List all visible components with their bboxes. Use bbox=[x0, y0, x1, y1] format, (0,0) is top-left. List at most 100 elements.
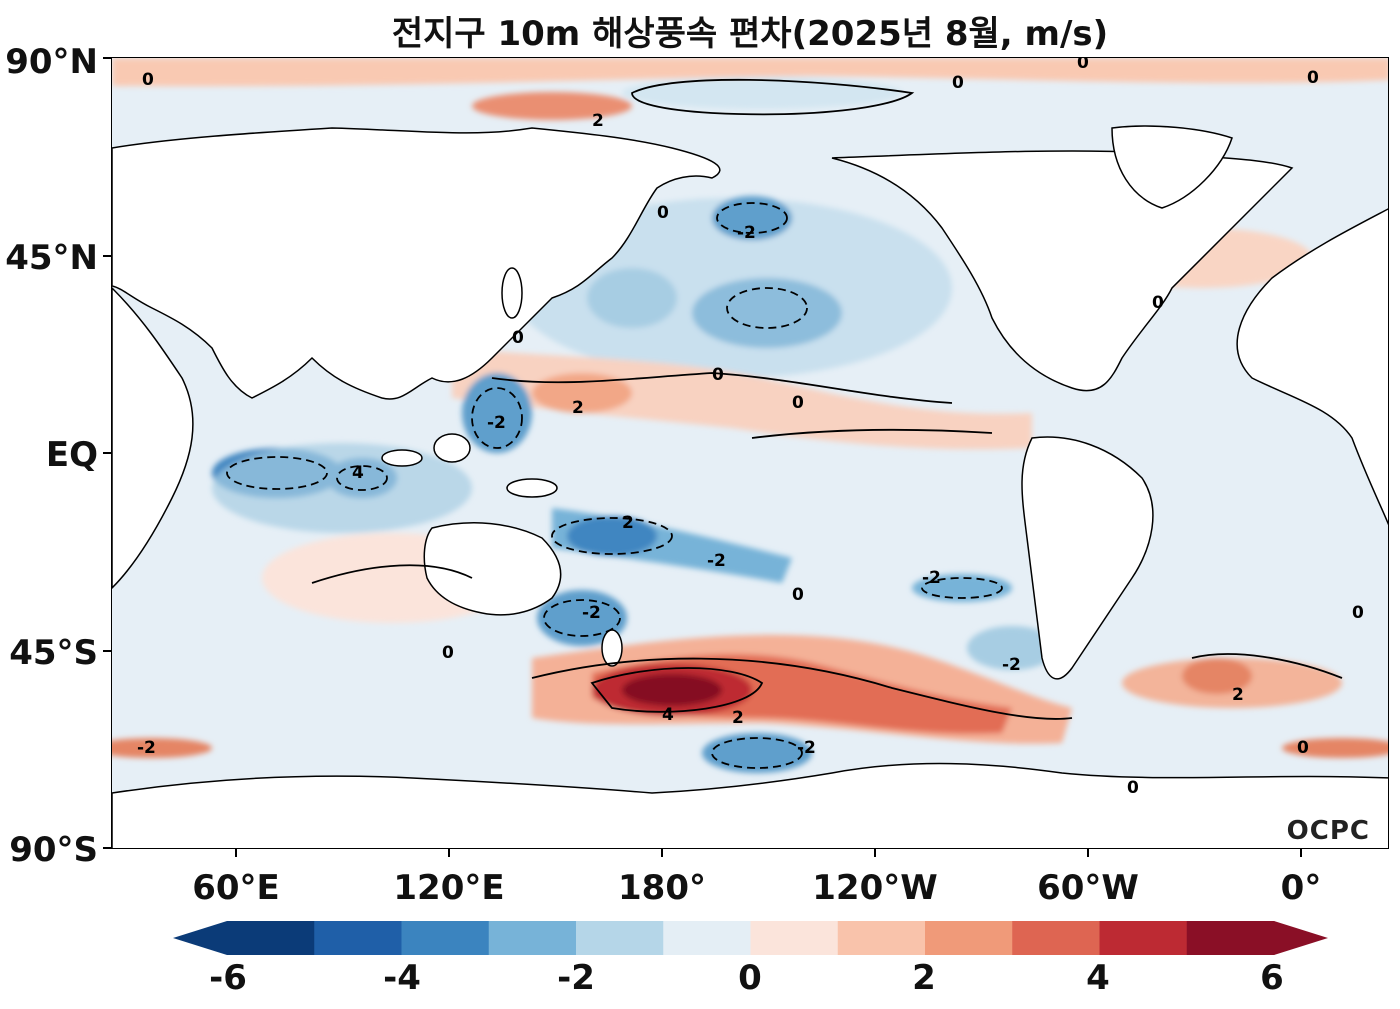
south-america bbox=[1021, 436, 1154, 680]
io-negative-band bbox=[212, 443, 472, 533]
contour-label: 4 bbox=[352, 463, 364, 483]
contour-2-satl bbox=[1191, 653, 1343, 679]
lat-label-45s: 45°S bbox=[9, 633, 98, 673]
subtrop-positive bbox=[452, 348, 1032, 450]
contour-neg-bering bbox=[716, 202, 788, 234]
colorbar-tick-label: -6 bbox=[209, 958, 247, 998]
contour-4-southern bbox=[590, 667, 764, 713]
contour-label: 0 bbox=[792, 585, 804, 605]
colorbar-cell bbox=[925, 921, 1013, 955]
lon-label-60e: 60°E bbox=[192, 868, 280, 908]
lat-tick bbox=[103, 255, 111, 257]
contour-lines bbox=[311, 78, 1343, 720]
colorbar-cells bbox=[227, 921, 1275, 955]
kuroshio-negative bbox=[587, 268, 677, 328]
colorbar-cell bbox=[227, 921, 315, 955]
colorbar-cell bbox=[837, 921, 926, 955]
colorbar-cell bbox=[488, 921, 577, 955]
contour-label: -2 bbox=[1002, 655, 1021, 675]
contour-0-southern bbox=[531, 657, 1073, 720]
colorbar-cell bbox=[1099, 921, 1188, 955]
contour-label: 2 bbox=[592, 111, 604, 131]
lon-tick bbox=[661, 849, 663, 857]
lon-tick bbox=[1087, 849, 1089, 857]
contour-0-sio bbox=[311, 564, 473, 584]
lat-tick bbox=[103, 452, 111, 454]
lon-tick bbox=[874, 849, 876, 857]
contour-label: 0 bbox=[142, 70, 154, 90]
contour-label: 0 bbox=[1352, 603, 1364, 623]
lon-label-120w: 120°W bbox=[812, 868, 938, 908]
sumatra bbox=[381, 449, 423, 467]
contour-label: 0 bbox=[1297, 738, 1309, 758]
lat-tick bbox=[103, 57, 111, 59]
contour-lines-negative bbox=[226, 202, 1003, 769]
contour-label: 0 bbox=[1077, 58, 1089, 73]
colorbar-tick-label: 2 bbox=[912, 958, 936, 998]
lat-label-90s: 90°S bbox=[9, 830, 98, 870]
contour-label: 0 bbox=[1307, 68, 1319, 88]
contour-label: 2 bbox=[1232, 685, 1244, 705]
new-guinea bbox=[506, 478, 558, 498]
colorbar-cell bbox=[663, 921, 751, 955]
lon-tick bbox=[1300, 849, 1302, 857]
contour-label: -2 bbox=[582, 603, 601, 623]
contour-neg-io bbox=[226, 456, 328, 490]
contour-label-group: 0 0 0 0 2 0 -2 0 0 0 2 -2 4 2 -2 -2 0 -2… bbox=[137, 58, 1364, 798]
contour-neg-tasman bbox=[543, 599, 621, 637]
map-title: 전지구 10m 해상풍속 편차(2025년 8월, m/s) bbox=[391, 14, 1109, 54]
continents bbox=[112, 125, 1388, 848]
antarctica bbox=[112, 762, 1388, 848]
colorbar-tick-label: -4 bbox=[383, 958, 421, 998]
contour-0-eqpac bbox=[751, 428, 993, 439]
lon-tick bbox=[448, 849, 450, 857]
australia bbox=[423, 522, 562, 616]
japan bbox=[501, 267, 523, 319]
colorbar-cell bbox=[576, 921, 664, 955]
lon-label-120e: 120°E bbox=[393, 868, 505, 908]
contour-label: 2 bbox=[732, 708, 744, 728]
ross-negative bbox=[702, 733, 812, 773]
contour-0-arctic bbox=[631, 78, 915, 116]
contour-label: -2 bbox=[797, 738, 816, 758]
contour-neg-spcz bbox=[551, 517, 673, 555]
siberia-positive bbox=[472, 92, 632, 120]
east-africa bbox=[112, 286, 194, 590]
contour-label: -2 bbox=[707, 551, 726, 571]
philippine-negative bbox=[462, 373, 532, 453]
contour-label: -2 bbox=[922, 568, 941, 588]
contour-label: 0 bbox=[1152, 293, 1164, 313]
colorbar-cell bbox=[750, 921, 839, 955]
bering-negative bbox=[712, 196, 792, 240]
contour-neg-ross bbox=[711, 737, 803, 769]
contour-label: 4 bbox=[662, 705, 674, 725]
ocpc-watermark: OCPC bbox=[1286, 816, 1370, 846]
colorbar-cell bbox=[1186, 921, 1275, 955]
lat-tick bbox=[103, 650, 111, 652]
anomaly-map: 0 0 0 0 2 0 -2 0 0 0 2 -2 4 2 -2 -2 0 -2… bbox=[111, 57, 1389, 849]
colorbar-extend-high bbox=[1274, 921, 1328, 955]
colorbar-cell bbox=[401, 921, 490, 955]
contour-neg-philippine bbox=[471, 387, 523, 449]
lat-label-eq: EQ bbox=[45, 435, 98, 475]
greenland bbox=[1111, 125, 1233, 209]
colorbar-tick-label: 0 bbox=[738, 958, 762, 998]
lat-label-90n: 90°N bbox=[5, 42, 98, 82]
colorbar-cell bbox=[314, 921, 402, 955]
satl-core bbox=[1182, 658, 1252, 694]
contour-label: 0 bbox=[952, 73, 964, 93]
arctic-negative bbox=[622, 77, 902, 109]
southern-positive-core bbox=[622, 674, 722, 706]
anomaly-map-svg: 0 0 0 0 2 0 -2 0 0 0 2 -2 4 2 -2 -2 0 -2… bbox=[112, 58, 1388, 848]
eurasia bbox=[112, 127, 721, 400]
contour-label: 2 bbox=[622, 513, 634, 533]
south-edge-positive bbox=[112, 738, 212, 758]
contour-label: 0 bbox=[1127, 778, 1139, 798]
lon-label-60w: 60°W bbox=[1037, 868, 1139, 908]
lon-label-0: 0° bbox=[1280, 868, 1322, 908]
contour-label: -2 bbox=[737, 223, 756, 243]
colorbar-tick-label: 4 bbox=[1086, 958, 1110, 998]
lon-label-180: 180° bbox=[618, 868, 706, 908]
contour-neg-io-east bbox=[336, 465, 388, 491]
colorbar-tick-label: -2 bbox=[557, 958, 595, 998]
